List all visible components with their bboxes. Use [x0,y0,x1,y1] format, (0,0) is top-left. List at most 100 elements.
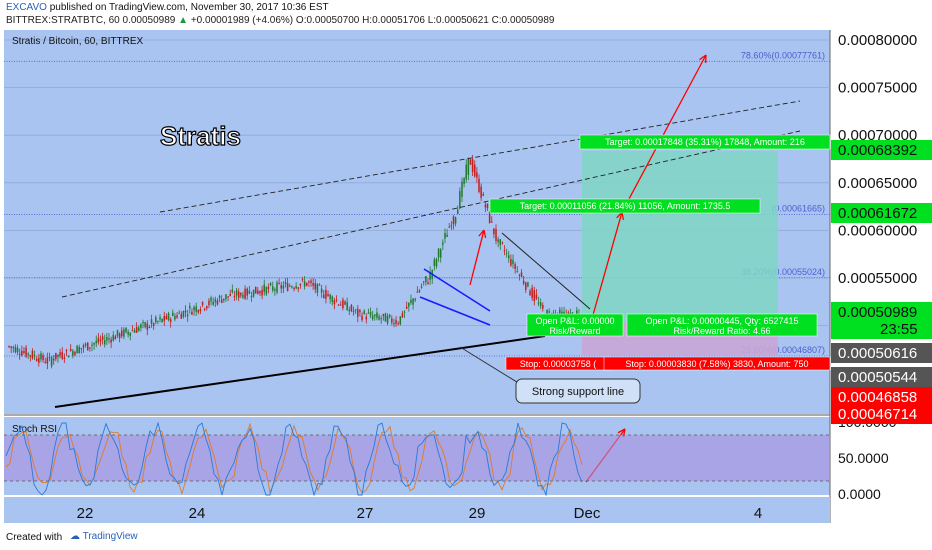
candle [369,307,372,319]
candle [452,215,455,230]
candle [74,350,76,357]
candle [293,286,295,292]
candle [325,285,327,304]
candle [416,286,419,293]
publish-info: published on TradingView.com, November 3… [46,2,329,13]
candle [229,289,231,297]
candle [210,295,212,306]
candle [167,311,170,322]
price-badge [831,302,932,322]
candle [269,281,272,287]
price-badge [831,319,932,339]
candle [537,296,540,307]
pnl1-box [526,313,624,337]
candle [106,332,108,346]
candle [257,287,259,295]
candle [21,345,23,357]
candle [178,310,180,314]
candle [176,311,178,319]
candle [497,236,499,248]
candle [516,266,519,273]
candle [163,311,166,327]
candle [295,282,297,290]
candle [116,329,119,338]
time-label: 24 [189,505,206,522]
candle [42,352,44,363]
candle [33,350,36,361]
candle [299,283,302,289]
candle [263,279,265,296]
candle [91,341,93,352]
price-badge [831,387,932,407]
candle [8,345,10,349]
candle [155,315,157,325]
wedge-bottom [419,296,491,326]
rsi-band [4,435,830,481]
candle [120,327,123,339]
candle [316,283,319,297]
arrow-up-1-head [478,229,487,238]
candle [227,296,229,302]
candle [414,297,416,303]
candle [276,280,278,295]
candle [442,239,444,251]
candle [365,313,368,324]
created-with: Created with [6,532,63,543]
candle [197,309,200,315]
candle [95,335,98,348]
candle [471,154,474,176]
candle [427,278,429,285]
candle [450,221,453,231]
candle [18,348,21,360]
candle [459,187,461,210]
candle [157,320,159,325]
candle [93,342,95,350]
candle [48,352,51,362]
candle [203,307,206,312]
price-badge [831,367,932,387]
candle [371,310,374,321]
price-tick: 0.00070000 [838,127,917,144]
price-badge-text: 0.00050616 [838,345,917,362]
candle [361,312,363,322]
author-link[interactable]: EXCAVO [6,2,47,13]
candle [323,290,325,299]
candle [84,342,87,348]
pnl2-box [626,313,818,337]
candle [348,306,351,315]
candle [499,239,502,250]
rsi-d-line [5,422,583,495]
candle [274,287,276,296]
up-arrow-icon: ▲ [178,15,189,26]
time-label: Dec [574,505,601,522]
candle [476,167,478,183]
fib-label: 78.60%(0.00077761) [741,50,825,60]
candle [533,286,536,306]
candle [135,322,138,333]
price-chart[interactable]: Stratis / Bitcoin, 60, BITTREX Stratis 7… [0,27,932,527]
price-tick: 0.00075000 [838,80,917,97]
tradingview-logo-icon[interactable]: ☁ TradingView [70,531,138,542]
price-badge-text: 0.00050989 [838,304,917,321]
candle [133,328,136,333]
candle [418,288,421,293]
candle [461,177,463,203]
candle [403,310,406,319]
price-badge-text: 0.00068392 [838,142,917,159]
symbol: BITTREX:STRATBTC, 60 [6,15,120,26]
candle [118,332,121,343]
candle [342,297,344,311]
price-badge [831,140,932,160]
rsi-tick: 0.0000 [838,486,881,502]
candle [448,222,450,228]
time-label: 4 [754,505,762,522]
candle [410,294,412,305]
candle [308,280,310,288]
candle [278,278,280,285]
price-change: +0.00001989 (+4.06%) [190,15,294,26]
candle [522,275,525,286]
candle [110,336,112,349]
time-label: 27 [357,505,374,522]
candle [282,281,285,293]
candle [259,290,261,297]
